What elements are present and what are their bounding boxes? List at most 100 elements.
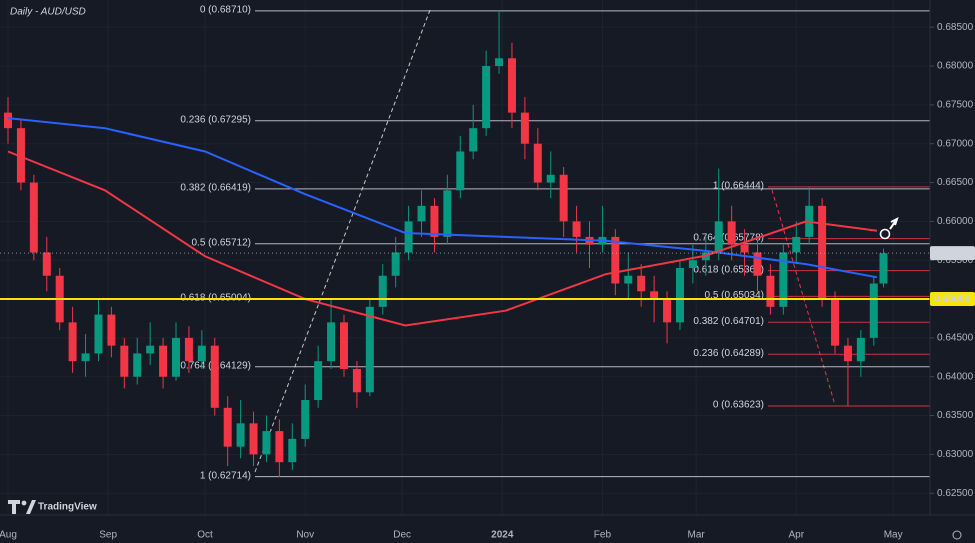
annotation-marker [879,228,891,240]
y-tick-label: 0.67000 [937,138,974,149]
candle-body [520,112,529,144]
candle-body [792,236,801,253]
candle-body [624,275,633,284]
price-tag [930,246,975,261]
candle-body [120,345,129,377]
candle-body [766,275,775,307]
candle-body [404,221,413,253]
x-tick-label: Apr [788,530,804,541]
y-tick-label: 0.68500 [937,22,974,33]
candle-body [417,205,426,222]
candle-body [16,128,25,183]
candle-body [365,306,374,393]
candle-body [94,314,103,354]
candle-body [856,337,865,362]
fib-label: 0.236 (0.67295) [180,114,251,125]
candle-body [4,112,13,129]
x-tick-label: Sep [99,530,117,541]
candle-body [714,221,723,253]
candle-body [727,221,736,245]
y-tick-label: 0.66500 [937,177,974,188]
candle-body [753,252,762,276]
y-tick-label: 0.68000 [937,61,974,72]
candle-body [42,252,51,276]
candle-body [533,143,542,183]
candle-body [611,236,620,284]
fib-label: 0.382 (0.64701) [693,316,764,327]
fib-label: 0.236 (0.64289) [693,348,764,359]
annotation-arrow [889,217,899,230]
candle-body [339,322,348,369]
price-tag-label: 0.65592 [934,248,971,259]
candle-body [572,221,581,237]
candle-body [378,275,387,307]
x-tick-label: 2024 [491,530,514,541]
chart-title: Daily - AUD/USD [10,7,86,18]
candle-body [197,345,206,362]
y-tick-label: 0.64500 [937,333,974,344]
candle-body [546,174,555,183]
candle-body [430,205,439,237]
fib-label: 0.618 (0.65004) [180,292,251,303]
candle-body [650,291,659,300]
candle-body [184,337,193,362]
x-tick-label: Dec [393,530,411,541]
watermark: TradingView [38,502,97,513]
candle-body [223,407,232,447]
candle-body [391,252,400,276]
fib-label: 0.5 (0.65712) [192,237,252,248]
y-tick-label: 0.63000 [937,449,974,460]
trend-line [771,189,836,406]
y-tick-label: 0.66000 [937,216,974,227]
x-tick-label: May [884,530,903,541]
fib-label: 1 (0.66444) [713,181,764,192]
candle-body [210,345,219,408]
candle-body [507,58,516,113]
candle-body [879,253,888,284]
candle-body [352,368,361,393]
candle-body [159,345,168,377]
candle-body [171,337,180,377]
plot: 0 (0.68710) 0.236 (0.67295) 0.382 (0.66419… [0,5,930,481]
candle-body [301,400,310,439]
candle-body [275,431,284,463]
candle-body [443,190,452,237]
candle-body [740,244,749,253]
x-tick-label: Mar [687,530,705,541]
y-tick-label: 0.67500 [937,100,974,111]
x-tick-label: Nov [296,530,314,541]
candle-body [81,353,90,362]
candle-body [869,283,878,338]
x-tick-label: Feb [594,530,612,541]
candle-body [107,314,116,346]
y-tick-label: 0.63500 [937,410,974,421]
moving-average [7,150,878,327]
candle-body [779,252,788,307]
candle-body [456,151,465,191]
candle-body [68,322,77,362]
y-tick-label: 0.64000 [937,371,974,382]
candle-body [663,299,672,323]
candle-body [469,128,478,152]
candle-body [482,66,491,129]
candle-body [818,205,827,300]
x-tick-label: Aug [0,530,17,541]
candle-body [688,260,697,268]
candle-body [146,345,155,354]
trend-line [254,9,431,473]
fib-label: 0.618 (0.65366) [693,264,764,275]
price-tag [930,292,975,307]
candle-body [831,299,840,346]
y-tick-label: 0.65500 [937,255,974,266]
moving-average [7,117,878,279]
fib-label: 0 (0.63623) [713,400,764,411]
candle-body [236,423,245,447]
candle-body [675,267,684,323]
candle-body [637,275,646,292]
candle-body [262,431,271,455]
settings-icon[interactable] [952,530,962,540]
logo [8,500,36,514]
candle-body [29,182,38,253]
